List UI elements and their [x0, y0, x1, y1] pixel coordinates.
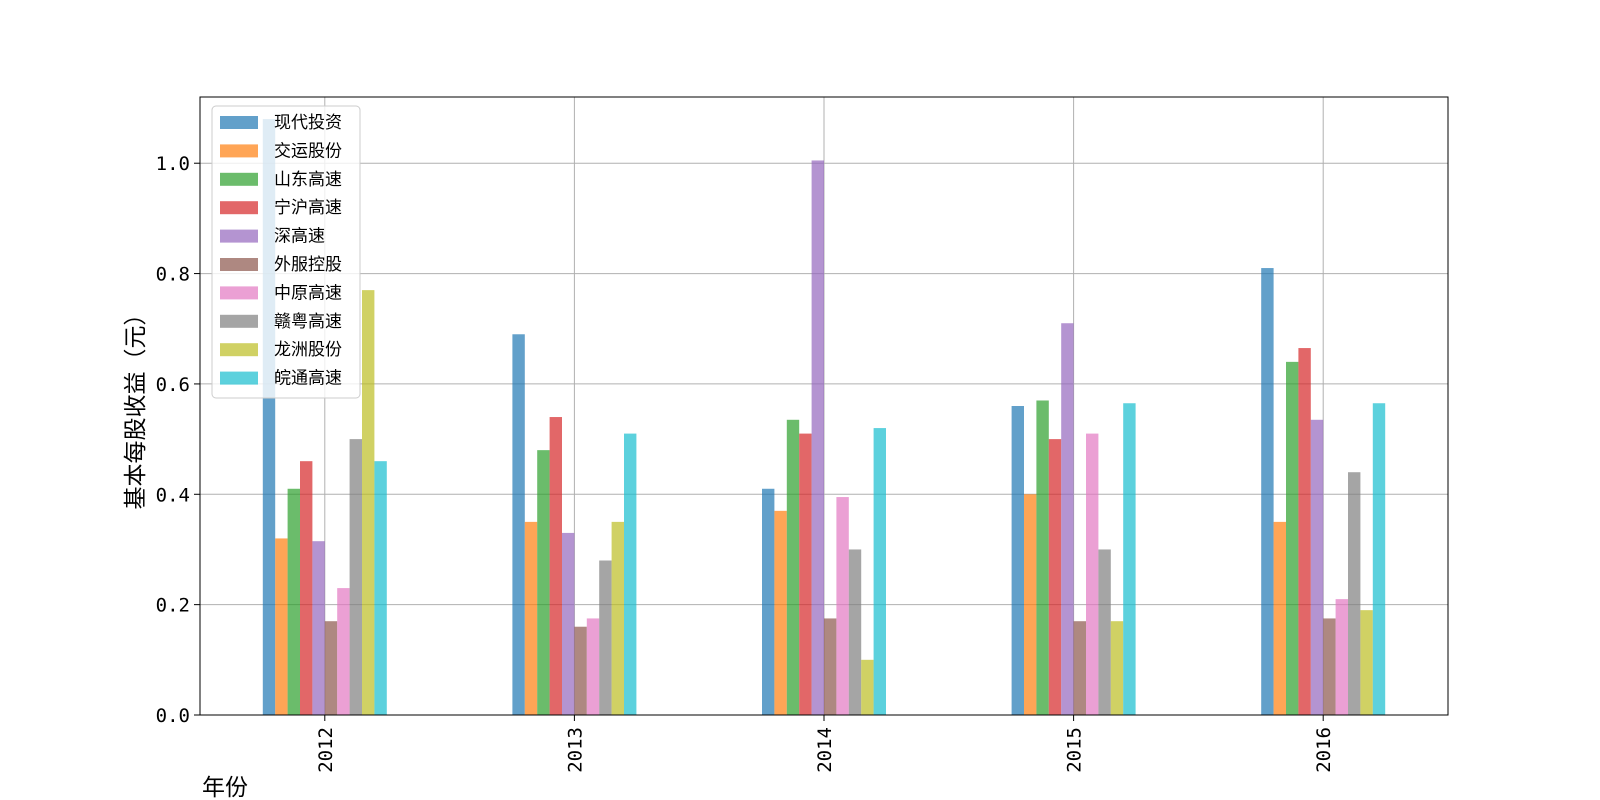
x-tick-label: 2013: [564, 727, 586, 773]
legend-swatch: [220, 286, 258, 300]
legend-swatch: [220, 371, 258, 385]
y-tick-label: 0.0: [156, 705, 190, 727]
bar: [1036, 400, 1049, 715]
bar: [349, 439, 362, 715]
legend-swatch: [220, 229, 258, 243]
bar: [1261, 268, 1274, 715]
bar: [1286, 361, 1299, 715]
legend-label: 现代投资: [274, 113, 342, 133]
legend-swatch: [220, 116, 258, 129]
legend-label: 中原高速: [274, 283, 342, 303]
bar: [1335, 599, 1348, 715]
y-tick-label: 0.4: [156, 484, 190, 506]
bar: [1310, 419, 1324, 715]
legend-label: 外服控股: [274, 255, 342, 275]
x-tick-label: 2016: [1313, 727, 1335, 773]
x-tick-label: 2015: [1064, 727, 1086, 773]
legend-label: 山东高速: [274, 170, 342, 190]
bar: [562, 532, 575, 715]
bars: [262, 119, 1386, 716]
bar: [762, 488, 775, 715]
bar: [624, 433, 637, 715]
bar: [1348, 472, 1361, 715]
legend-swatch: [220, 144, 258, 158]
legend-label: 龙洲股份: [274, 340, 342, 360]
bar: [1048, 439, 1062, 715]
legend-swatch: [220, 258, 258, 271]
bar: [586, 618, 600, 715]
bar: [537, 450, 550, 715]
y-tick-label: 1.0: [156, 153, 190, 175]
bar: [1273, 521, 1286, 715]
bar: [848, 549, 862, 715]
y-axis-title: 基本每股收益（元）: [123, 303, 149, 510]
bar: [1323, 618, 1336, 715]
bar: [1372, 403, 1386, 715]
bar: [574, 626, 587, 715]
bar: [362, 290, 375, 715]
legend-swatch: [220, 343, 258, 357]
bar: [873, 428, 886, 715]
bar: [611, 521, 624, 715]
bar: [300, 461, 313, 715]
x-axis-title: 年份: [202, 775, 248, 800]
bar: [1086, 433, 1099, 715]
bar: [1061, 323, 1074, 715]
legend-label: 交运股份: [274, 141, 342, 161]
bar: [549, 417, 562, 715]
legend-label: 赣粤高速: [274, 312, 342, 332]
bar: [799, 433, 812, 715]
legend-label: 宁沪高速: [274, 198, 342, 218]
bar: [1073, 621, 1086, 715]
axis-ticks: 0.0 0.2 0.4 0.6 0.8 1.0 2012 2013 2014 2015 2016: [156, 153, 1336, 773]
bar: [1098, 549, 1111, 715]
legend-swatch: [220, 314, 258, 328]
bar: [786, 419, 800, 715]
legend-label: 深高速: [274, 227, 325, 247]
bar: [836, 497, 849, 715]
y-tick-label: 0.6: [156, 374, 190, 396]
bar: [324, 621, 338, 715]
bar: [1011, 406, 1024, 715]
x-tick-label: 2014: [814, 727, 836, 773]
bar: [1123, 403, 1136, 715]
bar: [337, 588, 350, 715]
bar: [1298, 348, 1311, 715]
bar: [1024, 494, 1037, 715]
bar: [774, 510, 787, 715]
bar: [1360, 610, 1373, 715]
bar: [524, 521, 538, 715]
legend-swatch: [220, 201, 258, 215]
x-tick-label: 2012: [315, 727, 337, 773]
bar: [287, 488, 300, 715]
bar: [599, 560, 612, 715]
bar: [824, 618, 837, 715]
bar: [1110, 621, 1124, 715]
bar: [275, 538, 288, 715]
y-tick-label: 0.2: [156, 595, 190, 617]
bar: [512, 334, 525, 715]
legend-label: 皖通高速: [274, 369, 342, 389]
bar: [312, 541, 325, 715]
bar: [811, 160, 824, 716]
y-tick-label: 0.8: [156, 264, 190, 286]
bar: [374, 461, 387, 715]
bar: [861, 659, 874, 715]
legend-swatch: [220, 172, 258, 186]
